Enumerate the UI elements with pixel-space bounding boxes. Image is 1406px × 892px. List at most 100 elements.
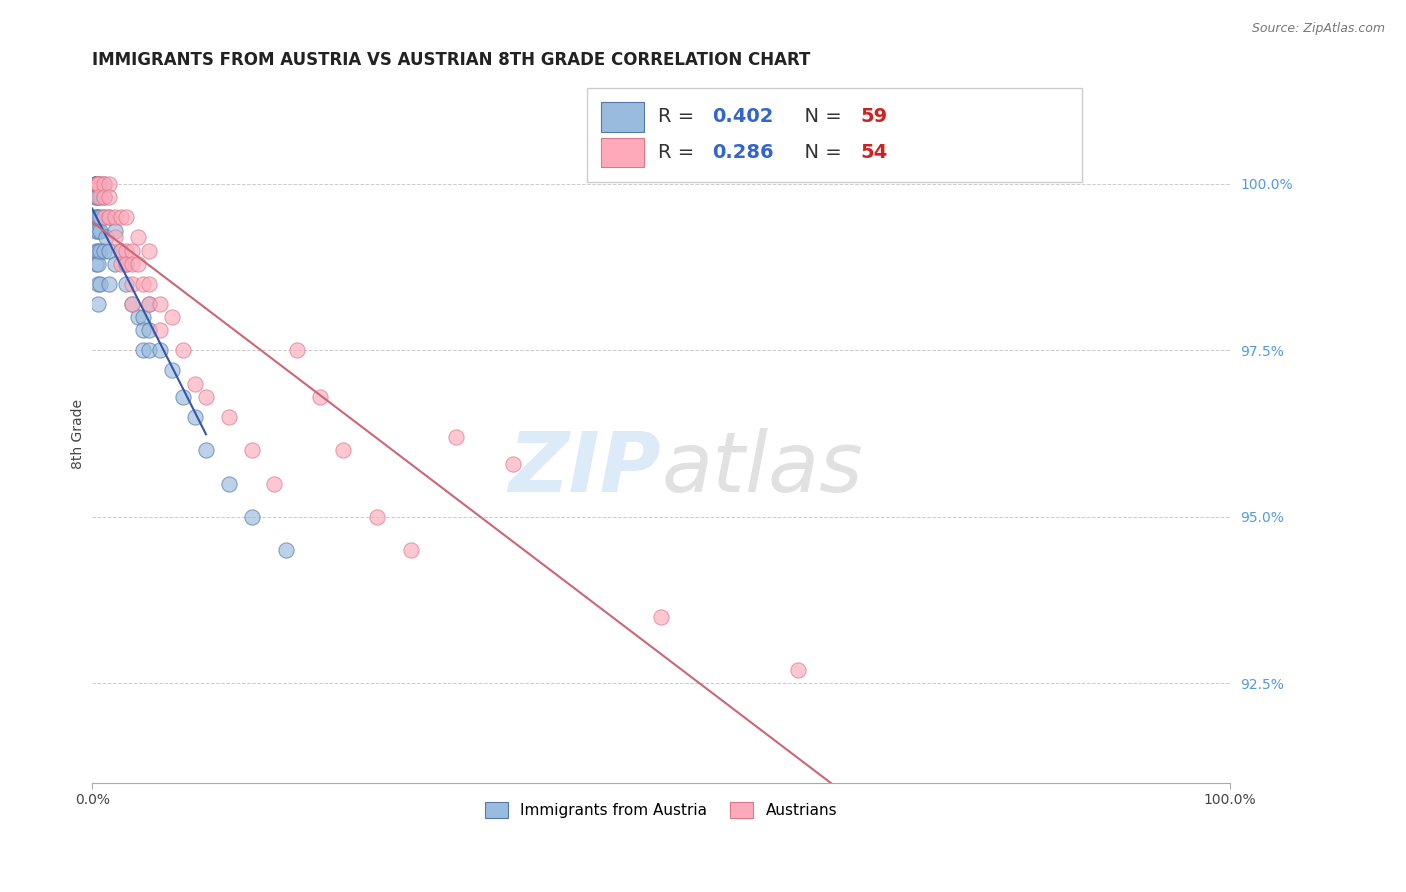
- Point: [93, 211, 115, 225]
- Point: [110, 257, 132, 271]
- Point: [138, 297, 160, 311]
- Point: [127, 230, 149, 244]
- Point: [84, 223, 107, 237]
- Point: [138, 343, 160, 358]
- FancyBboxPatch shape: [600, 103, 644, 132]
- Point: [87, 177, 110, 191]
- Point: [93, 244, 115, 258]
- Point: [87, 177, 110, 191]
- Point: [93, 177, 115, 191]
- Point: [127, 257, 149, 271]
- Point: [87, 223, 110, 237]
- Point: [87, 257, 110, 271]
- Point: [84, 190, 107, 204]
- Point: [366, 509, 388, 524]
- Point: [84, 177, 107, 191]
- Point: [87, 177, 110, 191]
- Point: [121, 257, 143, 271]
- Point: [87, 177, 110, 191]
- Point: [89, 244, 111, 258]
- Point: [87, 177, 110, 191]
- Point: [115, 244, 138, 258]
- Point: [87, 297, 110, 311]
- Point: [89, 277, 111, 291]
- Point: [274, 543, 297, 558]
- Point: [183, 376, 205, 391]
- Point: [502, 457, 524, 471]
- Point: [84, 244, 107, 258]
- Point: [84, 177, 107, 191]
- Point: [115, 211, 138, 225]
- Point: [240, 509, 263, 524]
- Text: 59: 59: [860, 107, 887, 127]
- Legend: Immigrants from Austria, Austrians: Immigrants from Austria, Austrians: [479, 797, 844, 824]
- Point: [138, 244, 160, 258]
- Point: [87, 277, 110, 291]
- Point: [98, 177, 121, 191]
- Point: [132, 323, 155, 337]
- Point: [87, 177, 110, 191]
- Point: [149, 343, 172, 358]
- Point: [218, 409, 240, 424]
- Point: [332, 443, 354, 458]
- Point: [87, 211, 110, 225]
- FancyBboxPatch shape: [588, 87, 1083, 182]
- Point: [160, 363, 183, 377]
- Point: [87, 244, 110, 258]
- Point: [104, 257, 127, 271]
- Point: [240, 443, 263, 458]
- Point: [87, 177, 110, 191]
- Point: [115, 257, 138, 271]
- Point: [104, 223, 127, 237]
- Point: [84, 177, 107, 191]
- Text: R =: R =: [658, 143, 700, 162]
- Point: [84, 211, 107, 225]
- Point: [110, 244, 132, 258]
- Point: [132, 277, 155, 291]
- Point: [84, 177, 107, 191]
- Point: [308, 390, 330, 404]
- Point: [195, 390, 218, 404]
- Text: 54: 54: [860, 143, 887, 162]
- Point: [218, 476, 240, 491]
- Point: [149, 323, 172, 337]
- Point: [84, 177, 107, 191]
- Point: [93, 211, 115, 225]
- Point: [110, 211, 132, 225]
- Point: [195, 443, 218, 458]
- Point: [93, 177, 115, 191]
- Point: [127, 310, 149, 324]
- Point: [149, 297, 172, 311]
- Point: [263, 476, 285, 491]
- Point: [89, 223, 111, 237]
- Point: [172, 343, 194, 358]
- Point: [121, 244, 143, 258]
- Point: [138, 323, 160, 337]
- Y-axis label: 8th Grade: 8th Grade: [72, 399, 86, 468]
- Point: [650, 609, 672, 624]
- FancyBboxPatch shape: [600, 138, 644, 168]
- Point: [138, 277, 160, 291]
- Point: [132, 343, 155, 358]
- Point: [121, 297, 143, 311]
- Point: [446, 430, 468, 444]
- Text: atlas: atlas: [661, 428, 863, 509]
- Point: [93, 190, 115, 204]
- Point: [183, 409, 205, 424]
- Point: [87, 177, 110, 191]
- Point: [84, 190, 107, 204]
- Point: [104, 230, 127, 244]
- Point: [87, 177, 110, 191]
- Point: [104, 211, 127, 225]
- Point: [94, 230, 117, 244]
- Point: [89, 177, 111, 191]
- Point: [87, 177, 110, 191]
- Point: [98, 211, 121, 225]
- Point: [84, 177, 107, 191]
- Point: [93, 190, 115, 204]
- Point: [84, 211, 107, 225]
- Point: [87, 177, 110, 191]
- Point: [98, 277, 121, 291]
- Point: [87, 177, 110, 191]
- Point: [285, 343, 308, 358]
